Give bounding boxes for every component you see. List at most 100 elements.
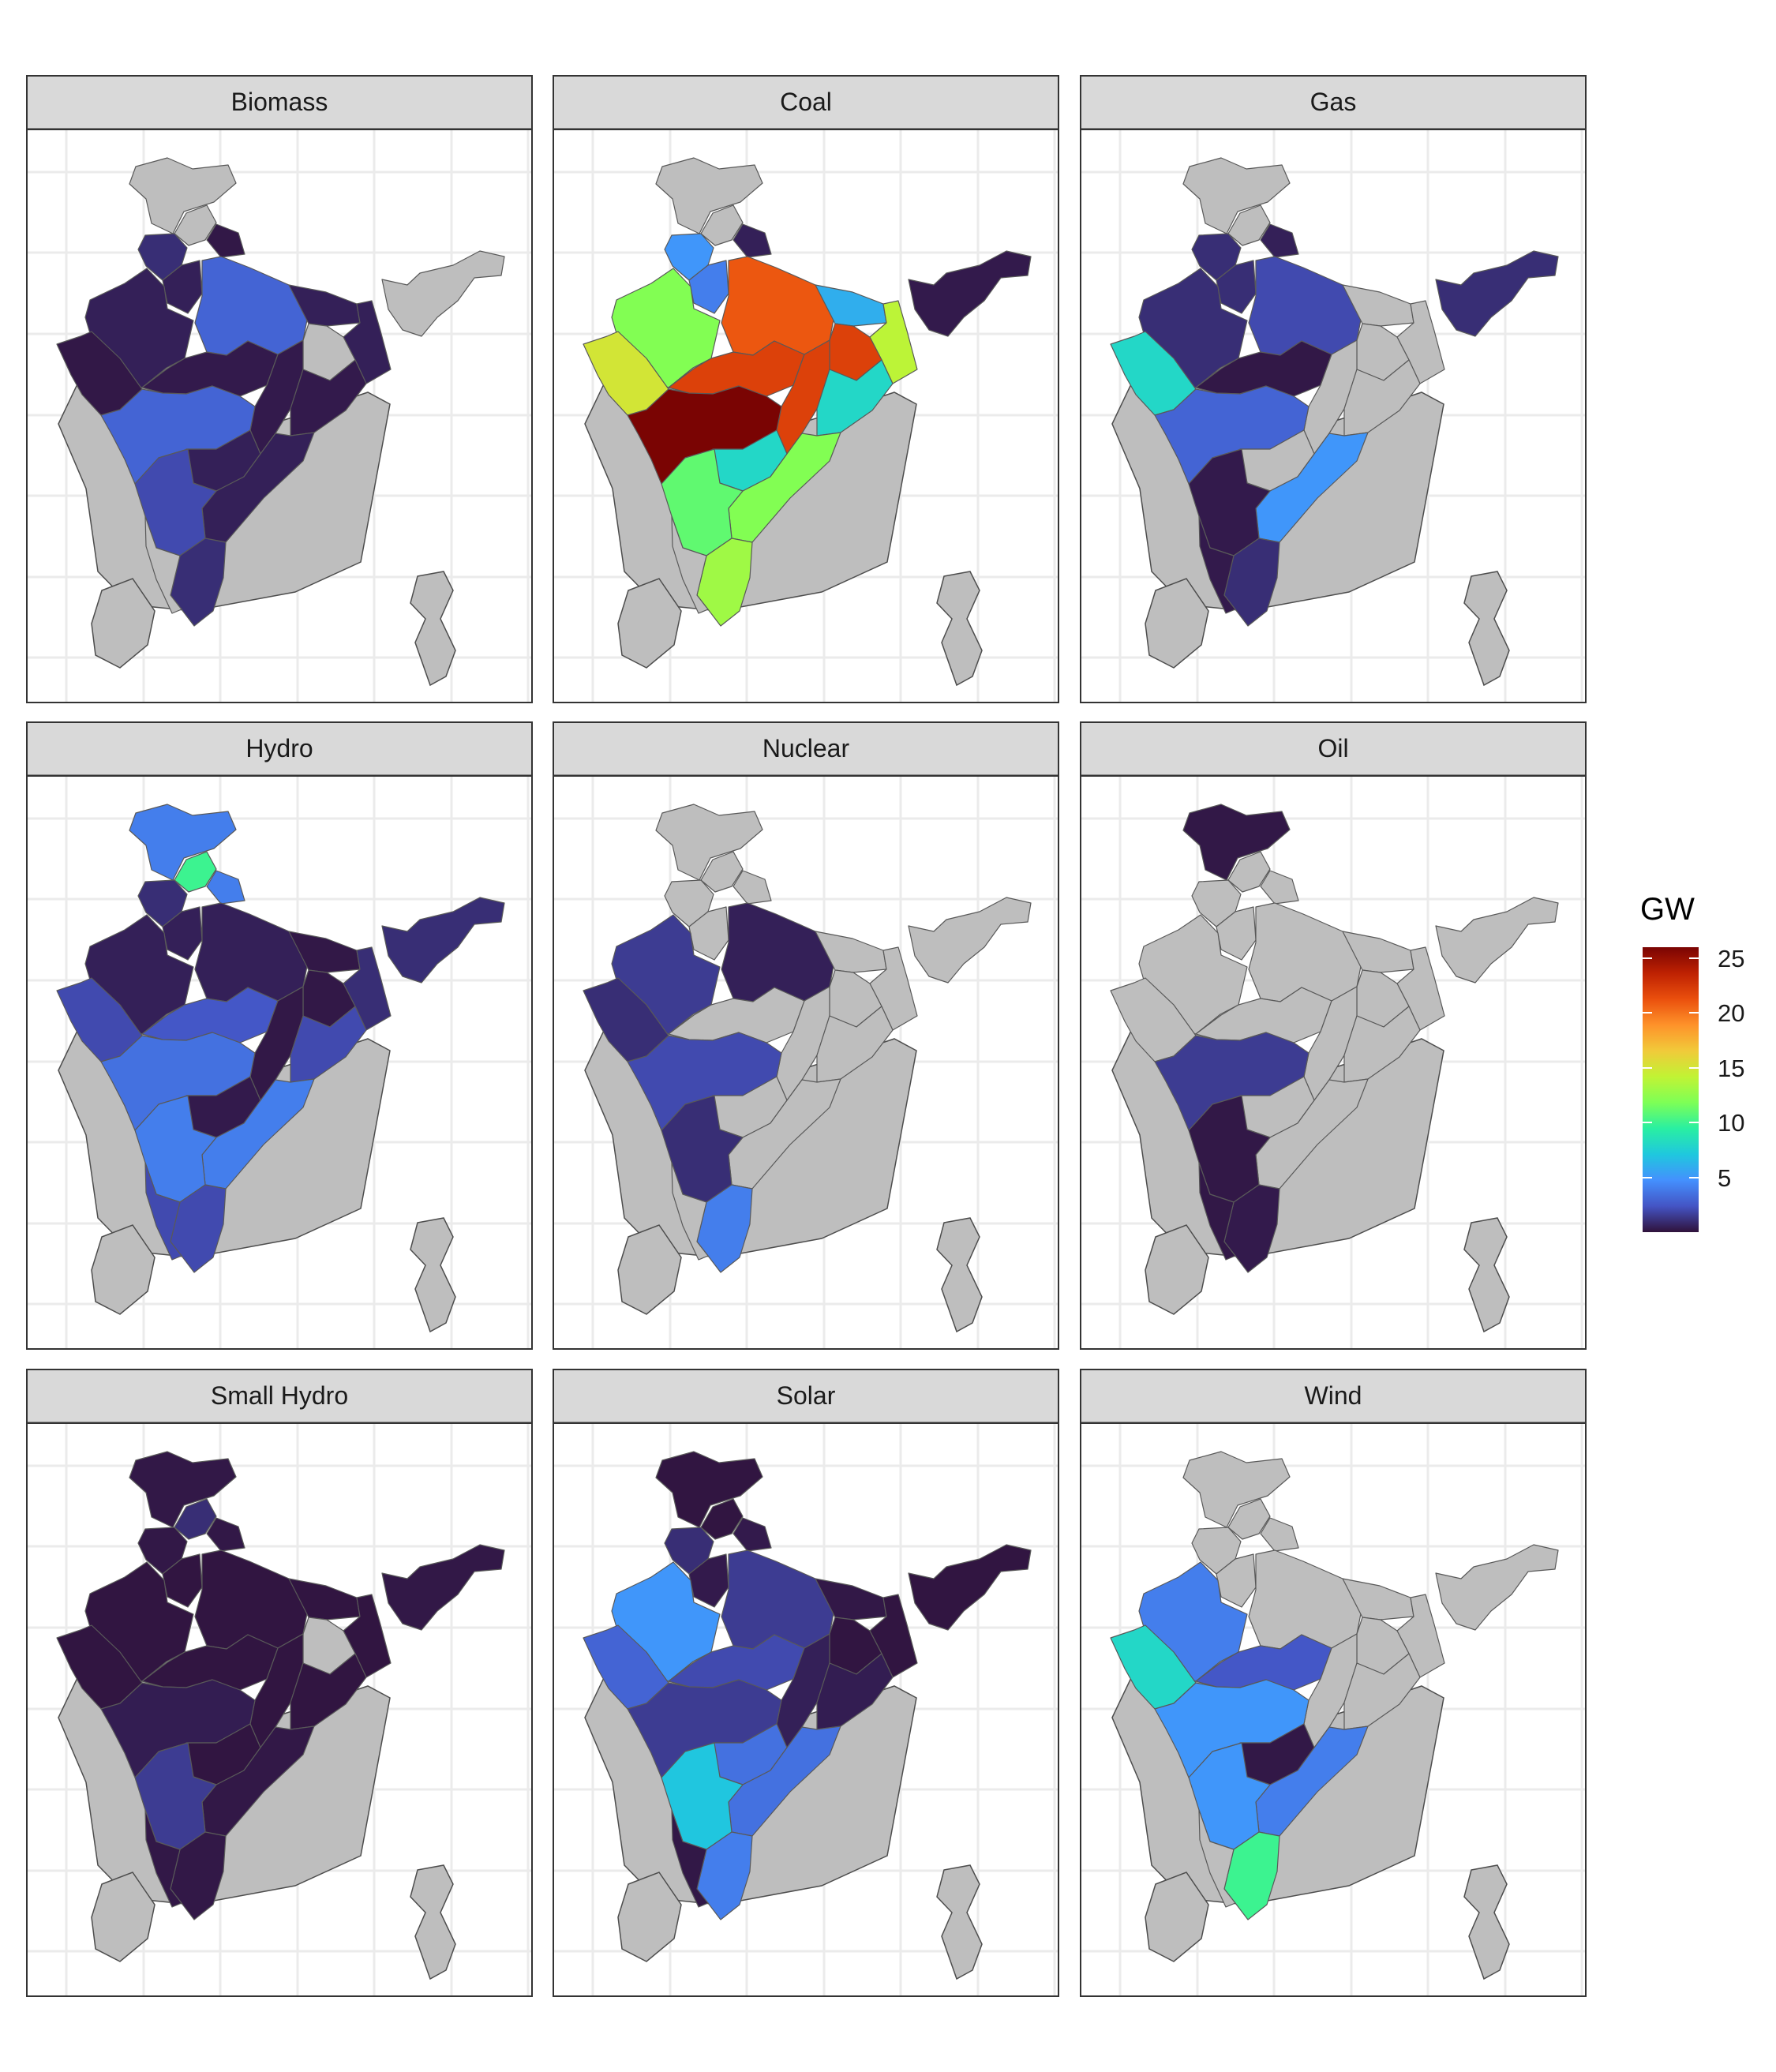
region-uk [733,870,772,905]
map-panel [553,129,1059,703]
facet-strip-label: Small Hydro [211,1381,348,1410]
region-hp [1227,204,1271,246]
region-od [816,359,894,437]
facet-strip [26,1369,533,1424]
map-panel [553,1422,1059,1997]
lakshadweep-islands [617,1224,682,1315]
region-mh [100,1032,256,1131]
andaman-nicobar-islands [936,1217,983,1333]
facet-strip-label: Nuclear [762,734,850,762]
lakshadweep-islands [91,1872,155,1962]
region-kl [1198,1809,1236,1908]
region-jk [129,1451,237,1528]
region-uk [206,1517,245,1552]
facet-strip [553,1369,1059,1424]
facet-wind: Wind [1080,1369,1587,1997]
facet-strip-label: Solar [777,1381,836,1410]
andaman-nicobar-islands [1463,571,1510,687]
legend-tick [1689,957,1699,959]
region-ne [1435,897,1559,984]
andaman-nicobar-islands [936,571,983,687]
facet-biomass: Biomass [26,75,533,703]
region-jk [655,1451,763,1528]
facet-strip-label: Coal [780,88,832,116]
region-kl [1198,1162,1236,1261]
facet-strip-label: Oil [1317,734,1348,762]
region-jk [129,157,237,234]
facet-strip [1080,721,1587,777]
map-panel [553,775,1059,1350]
region-hp [1227,851,1271,893]
region-od [290,1653,367,1730]
region-ap [1255,432,1369,543]
legend-tick [1689,1176,1699,1178]
region-od [816,1653,894,1730]
region-ne [908,250,1032,337]
andaman-nicobar-islands [410,1217,456,1333]
region-jk [1182,804,1291,881]
andaman-nicobar-islands [1463,1217,1510,1333]
facet-gas: Gas [1080,75,1587,703]
facet-strip [1080,75,1587,130]
region-hp [174,204,217,246]
region-mh [1154,1679,1310,1778]
legend-tick [1643,1012,1652,1014]
region-ne [908,1544,1032,1631]
map-panel [1080,129,1587,703]
map-panel [26,129,533,703]
region-uk [206,870,245,905]
lakshadweep-islands [1145,1224,1209,1315]
region-mh [627,385,782,485]
facet-hydro: Hydro [26,721,533,1350]
andaman-nicobar-islands [410,1864,456,1980]
region-mh [1154,385,1310,485]
legend-tick [1643,1066,1652,1069]
region-ap [728,432,841,543]
region-kl [1198,515,1236,614]
region-uk [733,1517,772,1552]
region-uk [1260,223,1299,258]
legend-tick [1689,1122,1699,1124]
legend-tick-label: 25 [1718,944,1745,972]
lakshadweep-islands [617,578,682,669]
map-panel [1080,1422,1587,1997]
lakshadweep-islands [1145,578,1209,669]
region-mh [100,385,256,485]
region-od [1343,1006,1421,1083]
andaman-nicobar-islands [1463,1864,1510,1980]
legend-tick [1689,1012,1699,1014]
region-hp [1227,1498,1271,1540]
region-od [1343,1653,1421,1730]
region-hp [700,204,744,246]
region-ap [201,1078,315,1190]
region-od [816,1006,894,1083]
map-panel [1080,775,1587,1350]
facet-strip-label: Wind [1305,1381,1362,1410]
legend-title: GW [1640,892,1695,927]
lakshadweep-islands [1145,1872,1209,1962]
lakshadweep-islands [91,578,155,669]
region-od [1343,359,1421,437]
region-jk [129,804,237,881]
map-panel [26,775,533,1350]
legend-tick-label: 20 [1718,999,1745,1028]
region-uk [206,223,245,258]
region-jk [1182,157,1291,234]
region-ne [1435,250,1559,337]
legend-tick [1643,1176,1652,1178]
map-panel [26,1422,533,1997]
legend-tick-label: 5 [1718,1163,1732,1192]
legend-tick [1689,1066,1699,1069]
region-ne [381,1544,505,1631]
facet-coal: Coal [553,75,1059,703]
region-ne [381,897,505,984]
region-kl [144,515,182,614]
andaman-nicobar-islands [410,571,456,687]
facet-strip-label: Biomass [231,88,328,116]
facet-small-hydro: Small Hydro [26,1369,533,1997]
facet-strip [553,721,1059,777]
legend-tick-label: 15 [1718,1054,1745,1082]
region-mh [627,1032,782,1131]
region-uk [733,223,772,258]
